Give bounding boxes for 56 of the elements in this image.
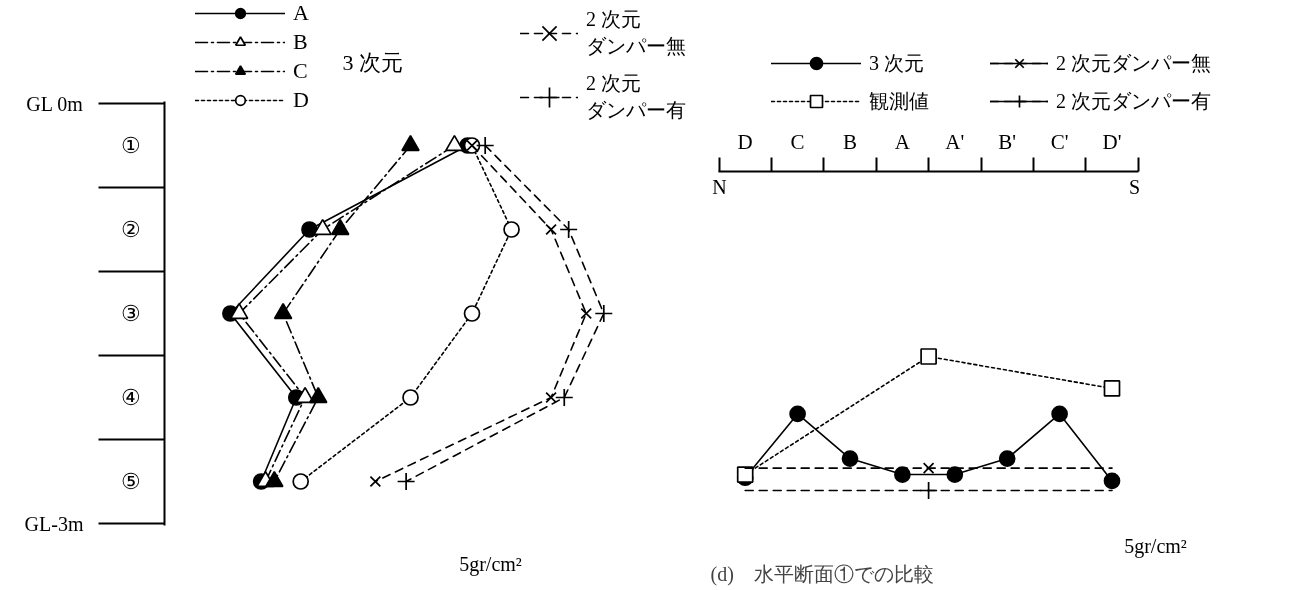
text: 5gr/cm² <box>1124 534 1187 558</box>
x-tick-label: A' <box>945 129 965 154</box>
y-tick-label: ④ <box>120 385 141 410</box>
x-tick-label: D' <box>1102 129 1122 154</box>
point <box>402 389 419 406</box>
text: (d) 水平断面①での比較 <box>710 562 934 586</box>
point <box>503 221 520 238</box>
point <box>736 466 754 483</box>
legend-label: A <box>293 0 310 26</box>
legend-label: 観測値 <box>869 88 929 114</box>
point <box>463 305 481 322</box>
point <box>369 475 382 488</box>
point <box>1103 380 1121 397</box>
point <box>594 304 614 323</box>
x-tick-label: B <box>843 129 858 154</box>
legend-label: 2 次元ダンパー有 <box>586 71 686 123</box>
legend-label: 3 次元 <box>869 50 924 76</box>
annotation: S <box>1128 175 1141 198</box>
point <box>894 466 911 483</box>
point <box>545 391 557 404</box>
legend-label: C <box>293 58 309 84</box>
point <box>554 388 574 407</box>
point <box>1051 405 1068 423</box>
legend-label: B <box>293 29 309 55</box>
legend-label: D <box>293 87 310 113</box>
text: GL 0m <box>26 92 84 115</box>
point <box>998 450 1016 467</box>
legend-title: 3 次元 <box>342 50 403 75</box>
point <box>841 450 859 467</box>
point <box>920 348 937 365</box>
text: 5gr/cm² <box>459 552 522 576</box>
point <box>922 462 935 474</box>
x-tick-label: B' <box>998 129 1017 154</box>
legend-label: 2 次元ダンパー有 <box>1056 88 1211 114</box>
point <box>475 136 495 155</box>
y-tick-label: ③ <box>120 301 141 326</box>
point <box>1103 472 1121 490</box>
point <box>580 307 593 320</box>
x-tick-label: C <box>790 129 805 154</box>
y-tick-label: ① <box>120 133 141 158</box>
point <box>301 221 318 238</box>
y-tick-label: ⑤ <box>120 469 141 494</box>
x-tick-label: D <box>737 129 753 154</box>
x-tick-label: A <box>894 129 911 154</box>
point <box>545 223 557 236</box>
annotation: N <box>712 175 727 198</box>
point <box>559 220 579 239</box>
text: GL-3m <box>24 512 84 535</box>
y-tick-label: ② <box>120 217 141 242</box>
legend-label: 2 次元ダンパー無 <box>1056 50 1211 76</box>
point <box>946 466 964 483</box>
point <box>919 481 938 500</box>
point <box>396 472 416 491</box>
legend-label: 2 次元ダンパー無 <box>586 7 686 59</box>
point <box>789 405 806 423</box>
x-tick-label: C' <box>1050 129 1069 154</box>
